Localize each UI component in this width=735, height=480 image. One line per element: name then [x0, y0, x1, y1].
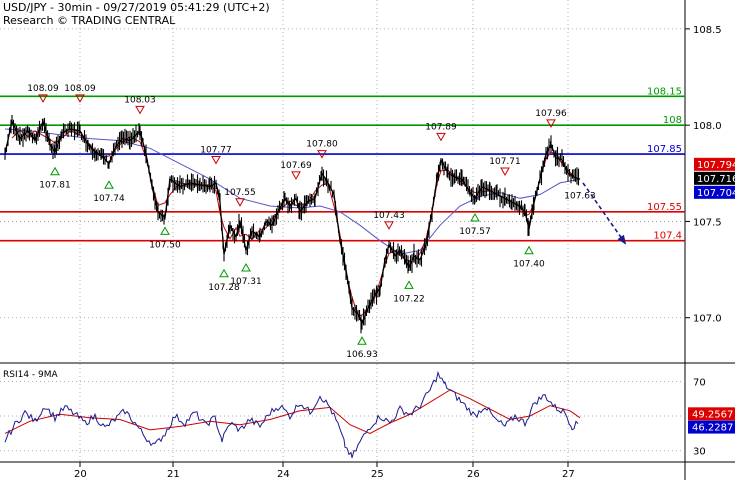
- price-tag-box: [694, 185, 735, 199]
- price-axis-label: 108.0: [693, 121, 722, 132]
- chart-header-line1: USD/JPY - 30min - 09/27/2019 05:41:29 (U…: [3, 1, 270, 14]
- level-label: 108: [663, 115, 682, 126]
- swing-high-label: 107.43: [373, 211, 405, 221]
- rsi-axis-label: 30: [693, 447, 706, 458]
- chart-header-line2: Research © TRADING CENTRAL: [3, 14, 176, 27]
- swing-low-marker: [241, 263, 251, 272]
- swing-high-marker: [211, 155, 221, 165]
- swing-high-label: 107.71: [489, 157, 521, 167]
- time-axis-label: 25: [371, 469, 384, 480]
- swing-low-label: 107.28: [208, 283, 240, 293]
- swing-high-label: 108.09: [64, 84, 96, 94]
- level-label: 107.85: [647, 144, 682, 155]
- swing-high-marker: [500, 167, 510, 177]
- swing-low-marker: [219, 268, 229, 278]
- swing-low-label: 107.81: [39, 181, 71, 191]
- swing-low-marker: [50, 166, 60, 176]
- swing-high-label: 108.03: [124, 95, 156, 105]
- rsi-tag-label: 49.2567: [692, 409, 733, 420]
- swing-high-label: 107.55: [224, 188, 256, 198]
- rsi-axis-label: 70: [693, 377, 706, 388]
- swing-low-label: 107.57: [459, 227, 491, 237]
- swing-low-label: 107.22: [393, 294, 425, 304]
- swing-high-label: 108.09: [27, 84, 59, 94]
- swing-low-label: 107.31: [230, 277, 262, 287]
- swing-high-marker: [135, 105, 145, 115]
- swing-high-label: 107.80: [306, 140, 338, 150]
- time-axis-label: 24: [277, 469, 290, 480]
- price-tag-label: 107.794: [697, 160, 735, 171]
- price-tag-label: 107.716: [697, 174, 735, 185]
- rsi-panel: 705030202124252627RSI14 - 9MA49.256746.2…: [0, 364, 735, 480]
- swing-low-label: 107.74: [93, 194, 125, 204]
- swing-low-label: 107.40: [513, 260, 545, 270]
- swing-high-label: 107.96: [535, 109, 567, 119]
- price-tag-label: 107.704: [697, 188, 735, 199]
- swing-low-marker: [404, 280, 414, 289]
- time-axis-label: 27: [562, 469, 575, 480]
- swing-high-marker: [291, 171, 301, 180]
- swing-high-marker: [546, 119, 556, 128]
- level-label: 107.55: [647, 202, 682, 213]
- swing-high-label: 107.69: [280, 161, 312, 171]
- swing-high-marker: [235, 198, 245, 207]
- rsi-line: [4, 370, 579, 459]
- last-swing-label: 107.63: [564, 191, 596, 201]
- swing-high-label: 107.89: [425, 122, 457, 132]
- swing-high-marker: [436, 132, 446, 142]
- level-label: 108.15: [647, 86, 682, 97]
- forecast-arrow-line: [582, 182, 627, 246]
- swing-low-marker: [160, 226, 170, 235]
- swing-low-marker: [524, 245, 534, 255]
- swing-high-marker: [317, 150, 327, 159]
- time-axis-label: 20: [74, 469, 87, 480]
- swing-high-marker: [75, 94, 85, 103]
- swing-low-label: 107.50: [149, 240, 181, 250]
- swing-high-label: 107.77: [200, 145, 232, 155]
- price-tag-box: [694, 157, 735, 171]
- rsi-tag-label: 46.2287: [692, 423, 733, 434]
- price-axis-label: 107.0: [693, 314, 722, 325]
- forecast-arrow-head: [617, 234, 626, 245]
- price-line: [4, 119, 581, 326]
- rsi-tag-box: [688, 407, 735, 421]
- swing-low-label: 106.93: [346, 350, 378, 360]
- swing-low-marker: [470, 212, 480, 222]
- swing-high-marker: [384, 221, 394, 230]
- rsi-title: RSI14 - 9MA: [3, 370, 59, 380]
- swing-low-marker: [357, 336, 367, 345]
- price-axis-label: 107.5: [693, 217, 722, 228]
- swing-high-marker: [38, 94, 48, 103]
- swing-low-marker: [104, 180, 114, 189]
- level-label: 107.4: [653, 231, 682, 242]
- price-tag-box: [694, 171, 735, 185]
- rsi-tag-box: [688, 420, 735, 434]
- price-axis-label: 108.5: [693, 25, 722, 36]
- time-axis-label: 21: [167, 469, 180, 480]
- time-axis-label: 26: [467, 469, 480, 480]
